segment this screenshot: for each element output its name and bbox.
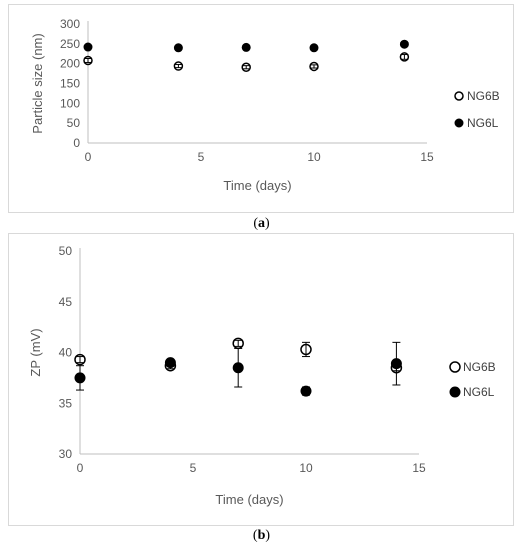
chart-a-x-tick-label: 5 — [198, 150, 205, 164]
chart-b-ng6b-point — [74, 353, 86, 366]
chart-a-legend-marker-ng6b — [454, 91, 464, 101]
chart-b-y-tick-label: 35 — [59, 396, 73, 410]
chart-a-y-tick-label: 150 — [60, 77, 80, 91]
chart-b-x-tick-label: 10 — [299, 461, 313, 475]
chart-a-ng6b-point — [83, 55, 93, 66]
chart-a-ng6b-point — [309, 61, 319, 72]
chart-a-y-tick-label: 100 — [60, 96, 80, 110]
chart-b-y-tick-label: 30 — [59, 447, 73, 461]
chart-b-ng6l-point — [74, 372, 86, 384]
chart-a-y-axis-title: Particle size (nm) — [30, 33, 45, 133]
chart-panel-a: 0 50 100 150 200 250 300 0 5 10 15 Time (days) Parti… — [8, 4, 514, 213]
chart-b-ng6b-point — [232, 337, 244, 350]
chart-b-ng6l-point — [300, 385, 312, 397]
chart-a-legend-label-ng6b: NG6B — [467, 89, 500, 103]
chart-a-x-axis-title: Time (days) — [223, 178, 291, 193]
chart-a-svg: 0 50 100 150 200 250 300 0 5 10 15 Time (days) Parti… — [30, 17, 500, 193]
chart-b-x-tick-label: 5 — [190, 461, 197, 475]
chart-a-ng6b-point — [241, 62, 251, 72]
chart-a-ng6l-point — [83, 42, 93, 52]
chart-b-x-tick-label: 15 — [412, 461, 426, 475]
chart-b-ng6b-point — [164, 359, 177, 372]
caption-a: (a) — [253, 216, 270, 231]
chart-b-x-tick-label: 0 — [77, 461, 84, 475]
chart-b-legend-marker-ng6l — [449, 386, 461, 398]
chart-b-svg: 30 35 40 45 50 0 5 10 15 Time (days) ZP (mV) NG6B NG… — [28, 244, 496, 507]
chart-a-legend-label-ng6l: NG6L — [467, 116, 499, 130]
caption-b-label: b — [257, 528, 266, 543]
chart-b-ng6b-point — [390, 361, 403, 374]
chart-b-y-tick-label: 40 — [59, 346, 73, 360]
chart-a-y-tick-label: 300 — [60, 17, 80, 31]
chart-a-ng6b-point — [173, 61, 184, 71]
caption-a-label: a — [258, 216, 265, 231]
chart-b-x-axis-title: Time (days) — [215, 492, 283, 507]
chart-a-x-tick-label: 0 — [85, 150, 92, 164]
chart-b-ng6b-point — [300, 343, 312, 356]
chart-a-y-tick-label: 250 — [60, 37, 80, 51]
chart-a-x-tick-label: 10 — [307, 150, 321, 164]
chart-b-legend-label-ng6l: NG6L — [463, 385, 495, 399]
chart-b-y-tick-label: 45 — [59, 295, 73, 309]
chart-a-y-tick-label: 0 — [73, 136, 80, 150]
chart-a-ng6l-point — [173, 43, 183, 53]
chart-b-ng6l-point — [232, 362, 244, 374]
chart-b-legend-label-ng6b: NG6B — [463, 360, 496, 374]
chart-a-legend-marker-ng6l — [454, 118, 464, 128]
caption-b: (b) — [252, 528, 271, 543]
chart-a-ng6l-point — [241, 42, 251, 52]
chart-b-y-axis-title: ZP (mV) — [28, 328, 43, 376]
chart-a-y-tick-label: 200 — [60, 57, 80, 71]
chart-a-ng6l-point — [399, 39, 409, 49]
chart-b-y-tick-label: 50 — [59, 244, 73, 258]
chart-panel-b: 30 35 40 45 50 0 5 10 15 Time (days) ZP (mV) NG6B NG… — [8, 233, 514, 526]
chart-a-ng6l-point — [309, 43, 319, 53]
chart-b-legend-marker-ng6b — [449, 361, 461, 373]
chart-a-y-tick-label: 50 — [67, 116, 81, 130]
chart-a-x-tick-label: 15 — [420, 150, 434, 164]
chart-a-ng6b-point — [399, 52, 410, 62]
